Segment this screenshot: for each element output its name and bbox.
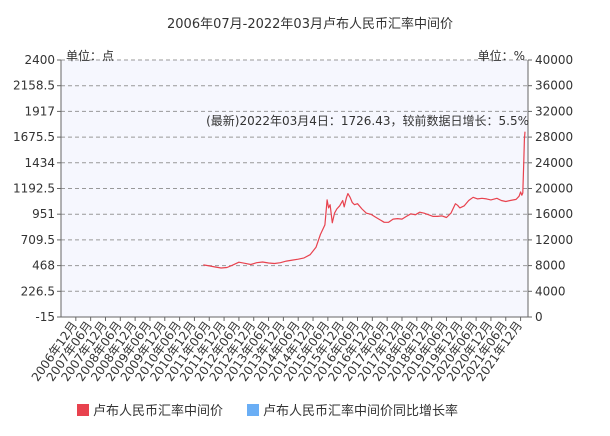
x-axis-labels: 2006年12月2007年06月2007年12月2008年06月2008年12月… [29, 319, 525, 384]
y-right-tick-label: 12000 [535, 233, 573, 247]
y-axis-left-labels: 2400 2158.5 1917 1675.5 1434 1192.5 951 709.5 46… [13, 53, 61, 324]
legend-swatch [77, 404, 89, 416]
chart-title: 2006年07月-2022年03月卢布人民币汇率中间价 [167, 16, 453, 32]
y-left-tick-label: 2158.5 [13, 79, 55, 93]
y-right-tick-label: 36000 [535, 79, 573, 93]
y-right-tick-label: 28000 [535, 130, 573, 144]
y-left-tick-label: 1675.5 [13, 130, 55, 144]
left-unit-label: 单位：点 [66, 48, 114, 63]
y-right-tick-label: 32000 [535, 104, 573, 118]
y-left-tick-label: 1917 [24, 104, 55, 118]
y-right-tick-label: 4000 [535, 284, 566, 298]
y-right-tick-label: 40000 [535, 53, 573, 67]
y-left-tick-label: 1192.5 [13, 182, 55, 196]
y-right-tick-label: 8000 [535, 259, 566, 273]
y-right-tick-label: 16000 [535, 207, 573, 221]
grid-lines [61, 59, 528, 292]
right-unit-label: 单位：% [478, 48, 525, 63]
legend-label: 卢布人民币汇率中间价同比增长率 [263, 403, 458, 419]
y-right-tick-label: 24000 [535, 156, 573, 170]
legend-swatch [247, 404, 259, 416]
x-axis-ticks [75, 317, 522, 321]
series-line [203, 131, 526, 269]
y-left-tick-label: 226.5 [21, 284, 55, 298]
legend: 卢布人民币汇率中间价 卢布人民币汇率中间价同比增长率 [77, 403, 458, 419]
y-right-tick-label: 0 [535, 310, 543, 324]
y-left-tick-label: -15 [35, 310, 55, 324]
y-left-tick-label: 2400 [24, 53, 55, 67]
y-left-tick-label: 951 [32, 207, 55, 221]
y-axis-right-labels: 4000036000320002800024000200001600012000… [528, 53, 573, 324]
legend-label: 卢布人民币汇率中间价 [93, 403, 223, 419]
y-right-tick-label: 20000 [535, 182, 573, 196]
y-left-tick-label: 1434 [24, 156, 55, 170]
y-left-tick-label: 709.5 [21, 233, 55, 247]
y-left-tick-label: 468 [32, 259, 55, 273]
latest-annotation: (最新)2022年03月4日：1726.43，较前数据日增长：5.5% [206, 113, 529, 128]
series-lines [203, 131, 526, 269]
